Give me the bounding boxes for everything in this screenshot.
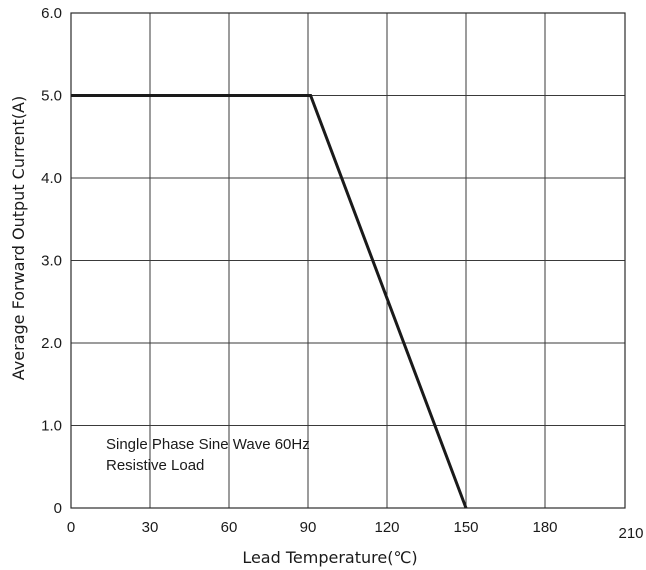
y-tick-label: 4.0 xyxy=(41,170,62,187)
annotation-line-1: Single Phase Sine Wave 60Hz xyxy=(106,436,310,453)
x-tick-label: 150 xyxy=(453,519,478,536)
y-tick-label: 1.0 xyxy=(41,418,62,435)
x-axis-title: Lead Temperature(℃) xyxy=(242,548,417,567)
y-tick-labels: 0 1.0 2.0 3.0 4.0 5.0 6.0 xyxy=(41,5,62,517)
x-tick-labels: 0 30 60 90 120 150 180 210 xyxy=(67,519,644,542)
series-group xyxy=(71,94,468,509)
plot-frame xyxy=(70,12,626,509)
y-tick-label: 6.0 xyxy=(41,5,62,22)
x-tick-label: 60 xyxy=(221,519,238,536)
y-axis-title: Average Forward Output Current(A) xyxy=(9,96,28,380)
annotation-line-2: Resistive Load xyxy=(106,457,204,474)
x-tick-label: 90 xyxy=(300,519,317,536)
y-tick-label: 2.0 xyxy=(41,335,62,352)
x-tick-label: 180 xyxy=(532,519,557,536)
y-tick-label: 5.0 xyxy=(41,88,62,105)
x-tick-label: 120 xyxy=(374,519,399,536)
x-tick-label: 30 xyxy=(142,519,159,536)
x-tick-label: 210 xyxy=(618,525,643,542)
y-tick-label: 0 xyxy=(54,500,62,517)
grid xyxy=(71,13,625,508)
x-tick-label: 0 xyxy=(67,519,75,536)
y-tick-label: 3.0 xyxy=(41,253,62,270)
series-line xyxy=(71,94,468,509)
